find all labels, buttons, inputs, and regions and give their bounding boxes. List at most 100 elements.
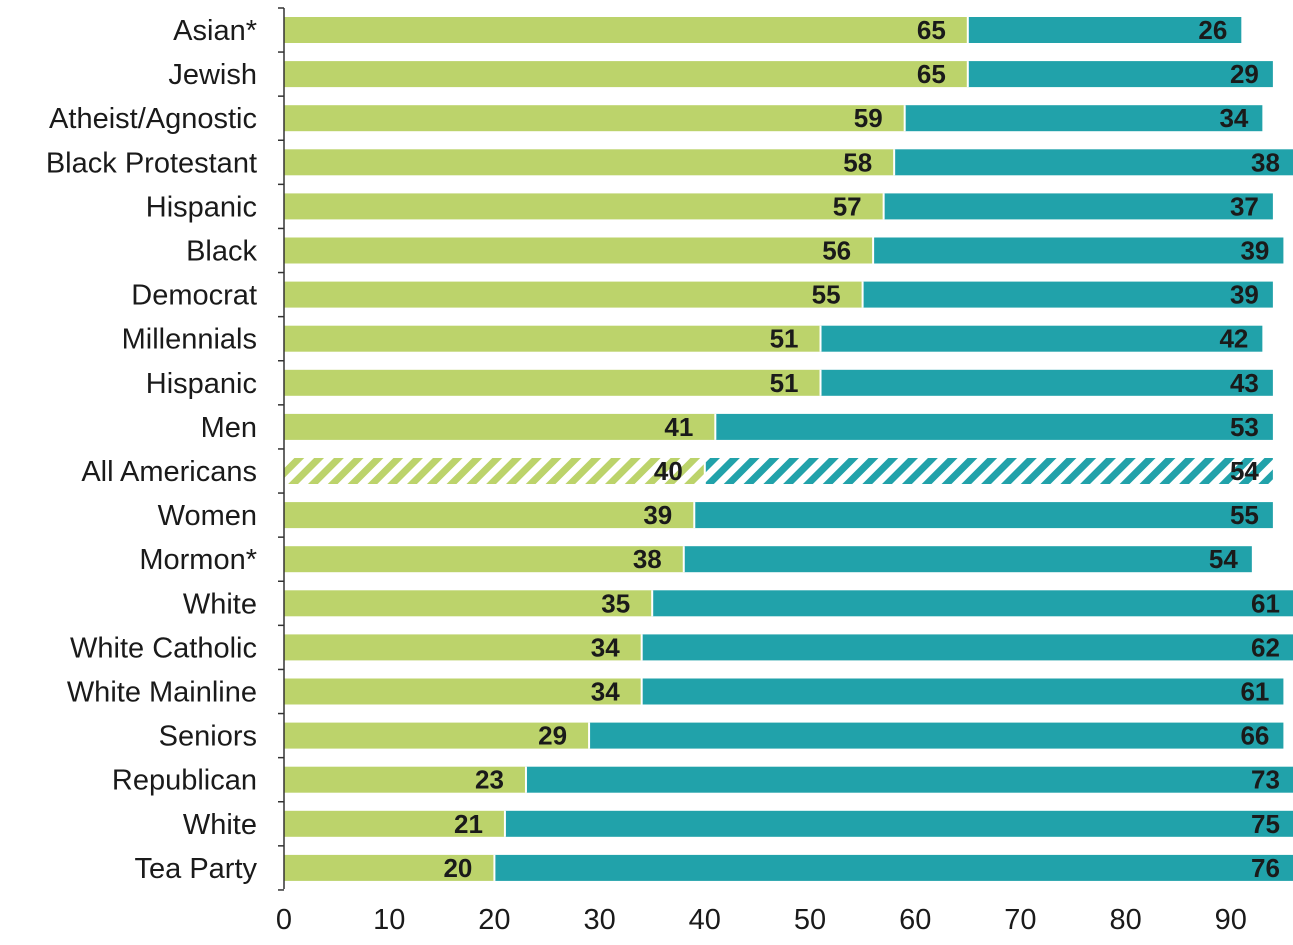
data-label-series-2: 26: [1198, 15, 1227, 45]
bar-segment-2: [820, 325, 1263, 352]
data-label-series-1: 51: [770, 368, 799, 398]
bar-segment-1: [284, 634, 642, 661]
bar-segment-1: [284, 149, 895, 176]
bar-segment-2: [873, 237, 1284, 264]
data-label-series-1: 56: [822, 236, 851, 266]
data-label-series-2: 54: [1209, 544, 1238, 574]
data-label-series-2: 43: [1230, 368, 1259, 398]
bar-segment-2: [525, 766, 1293, 793]
bar-segment-1: [284, 413, 716, 440]
x-tick-label: 0: [276, 904, 292, 936]
bar-segment-2: [494, 854, 1293, 881]
category-label: Black Protestant: [46, 147, 257, 179]
bar-segment-1: [284, 854, 495, 881]
bar-segment-2: [967, 17, 1242, 43]
data-label-series-1: 34: [591, 632, 620, 662]
category-label: Democrat: [131, 280, 257, 312]
x-tick-label: 20: [478, 904, 510, 936]
data-label-series-2: 62: [1251, 632, 1280, 662]
data-label-series-2: 75: [1251, 809, 1280, 839]
category-label: Republican: [112, 765, 257, 797]
x-tick-label: 70: [1004, 904, 1036, 936]
bar-segment-1: [284, 458, 705, 484]
y-axis: [278, 7, 285, 891]
category-label: White: [183, 809, 257, 841]
category-label: White Mainline: [67, 677, 257, 709]
x-tick-label: 40: [689, 904, 721, 936]
data-label-series-2: 53: [1230, 412, 1259, 442]
data-label-series-2: 61: [1251, 588, 1280, 618]
data-label-series-1: 41: [664, 412, 693, 442]
bar-segment-1: [284, 546, 684, 573]
category-label: Atheist/Agnostic: [49, 103, 257, 135]
bar-segment-2: [883, 193, 1273, 220]
bars-layer: [284, 17, 1293, 881]
bar-segment-1: [284, 193, 884, 220]
category-label: Hispanic: [146, 191, 257, 223]
category-label: Mormon*: [139, 544, 257, 576]
data-label-series-1: 58: [843, 147, 872, 177]
bar-segment-1: [284, 105, 905, 132]
data-label-series-2: 66: [1240, 721, 1269, 751]
category-label: Women: [158, 500, 257, 532]
x-tick-label: 50: [794, 904, 826, 936]
bar-segment-2: [820, 369, 1273, 396]
x-tick-label: 60: [899, 904, 931, 936]
bar-segment-2: [641, 634, 1293, 661]
data-label-series-2: 39: [1230, 280, 1259, 310]
data-label-series-2: 76: [1251, 853, 1280, 883]
bar-segment-2: [589, 722, 1284, 749]
category-label: Jewish: [168, 59, 257, 91]
bar-segment-2: [967, 61, 1273, 88]
data-label-series-1: 34: [591, 677, 620, 707]
bar-segment-2: [715, 413, 1273, 440]
data-label-series-2: 54: [1230, 456, 1259, 486]
bar-segment-1: [284, 810, 505, 837]
x-tick-label: 30: [583, 904, 615, 936]
data-label-series-2: 61: [1240, 677, 1269, 707]
data-label-series-2: 37: [1230, 191, 1259, 221]
data-label-series-2: 29: [1230, 59, 1259, 89]
data-label-series-1: 20: [443, 853, 472, 883]
bar-segment-2: [862, 281, 1273, 308]
category-label: White Catholic: [70, 632, 257, 664]
category-label: All Americans: [81, 456, 257, 488]
bar-segment-1: [284, 281, 863, 308]
data-label-series-1: 51: [770, 324, 799, 354]
category-label: White: [183, 588, 257, 620]
data-label-series-2: 38: [1251, 147, 1280, 177]
bar-segment-1: [284, 17, 968, 43]
data-label-series-1: 65: [917, 15, 946, 45]
bar-segment-2: [504, 810, 1293, 837]
data-label-series-2: 42: [1219, 324, 1248, 354]
data-label-series-1: 55: [812, 280, 841, 310]
bar-segment-1: [284, 502, 695, 529]
data-label-series-2: 73: [1251, 765, 1280, 795]
data-label-series-1: 35: [601, 588, 630, 618]
data-label-series-1: 21: [454, 809, 483, 839]
bar-segment-1: [284, 237, 874, 264]
category-label: Black: [186, 236, 257, 268]
bar-segment-1: [284, 61, 968, 88]
category-label: Asian*: [173, 15, 257, 47]
category-label: Hispanic: [146, 368, 257, 400]
bar-segment-2: [683, 546, 1252, 573]
bar-segment-2: [904, 105, 1263, 132]
bar-segment-1: [284, 766, 526, 793]
data-label-series-1: 57: [833, 191, 862, 221]
data-label-series-1: 39: [643, 500, 672, 530]
category-label: Tea Party: [135, 853, 258, 885]
bar-segment-1: [284, 369, 821, 396]
bar-segment-2: [704, 458, 1273, 484]
data-label-series-2: 34: [1219, 103, 1248, 133]
data-label-series-1: 40: [654, 456, 683, 486]
x-tick-label: 10: [373, 904, 405, 936]
data-label-series-1: 65: [917, 59, 946, 89]
bar-segment-1: [284, 325, 821, 352]
data-labels: 65 26 65 29 59 34 58 38 57 37 56 39 55 39 51 42 51 43 41 53…: [443, 15, 1279, 883]
x-tick-label: 80: [1109, 904, 1141, 936]
category-labels: Asian* Jewish Atheist/Agnostic Black Protes…: [46, 15, 258, 885]
bar-segment-2: [652, 590, 1293, 617]
data-label-series-1: 59: [854, 103, 883, 133]
